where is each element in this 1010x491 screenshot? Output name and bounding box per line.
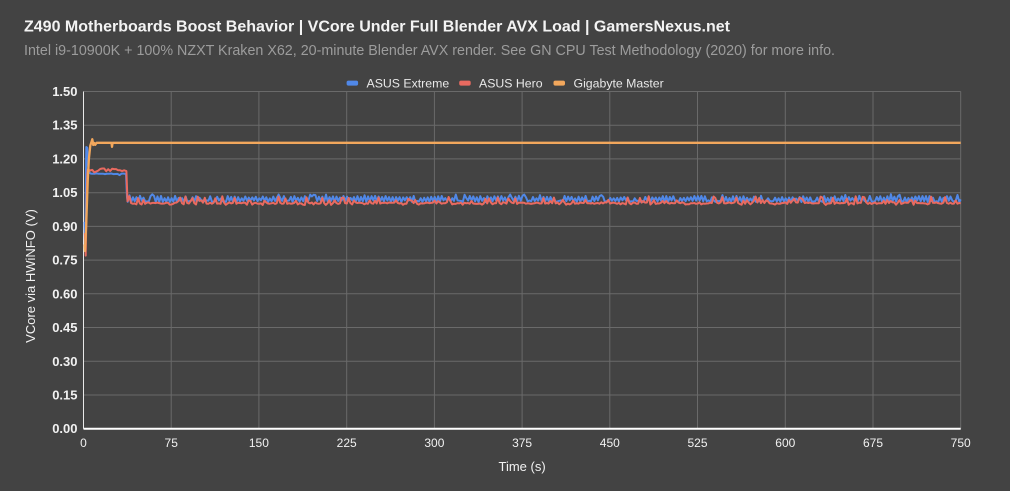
svg-text:600: 600 xyxy=(775,436,795,450)
svg-text:0.75: 0.75 xyxy=(52,253,77,268)
svg-text:0.60: 0.60 xyxy=(52,286,77,301)
svg-text:375: 375 xyxy=(512,436,532,450)
svg-text:525: 525 xyxy=(687,436,707,450)
svg-text:150: 150 xyxy=(249,436,269,450)
svg-text:750: 750 xyxy=(951,436,971,450)
svg-text:0.90: 0.90 xyxy=(52,219,77,234)
svg-text:ASUS Extreme: ASUS Extreme xyxy=(367,77,450,91)
svg-text:450: 450 xyxy=(600,436,620,450)
svg-text:300: 300 xyxy=(424,436,444,450)
svg-text:675: 675 xyxy=(863,436,883,450)
svg-text:0: 0 xyxy=(80,436,87,450)
svg-text:0.45: 0.45 xyxy=(52,320,77,335)
svg-text:0.00: 0.00 xyxy=(52,421,77,436)
svg-text:Z490 Motherboards Boost Behavi: Z490 Motherboards Boost Behavior | VCore… xyxy=(24,19,731,36)
svg-text:1.50: 1.50 xyxy=(52,84,77,99)
svg-text:75: 75 xyxy=(165,436,179,450)
svg-text:0.15: 0.15 xyxy=(52,388,77,403)
svg-text:1.20: 1.20 xyxy=(52,151,77,166)
svg-text:VCore via HWiNFO (V): VCore via HWiNFO (V) xyxy=(23,209,38,343)
svg-text:1.05: 1.05 xyxy=(52,185,77,200)
svg-text:ASUS Hero: ASUS Hero xyxy=(479,77,543,91)
svg-text:0.30: 0.30 xyxy=(52,354,77,369)
svg-text:Gigabyte Master: Gigabyte Master xyxy=(574,77,664,91)
svg-text:225: 225 xyxy=(337,436,357,450)
svg-text:1.35: 1.35 xyxy=(52,118,77,133)
svg-text:Intel i9-10900K + 100% NZXT Kr: Intel i9-10900K + 100% NZXT Kraken X62, … xyxy=(24,43,835,59)
svg-text:Time (s): Time (s) xyxy=(499,459,546,474)
